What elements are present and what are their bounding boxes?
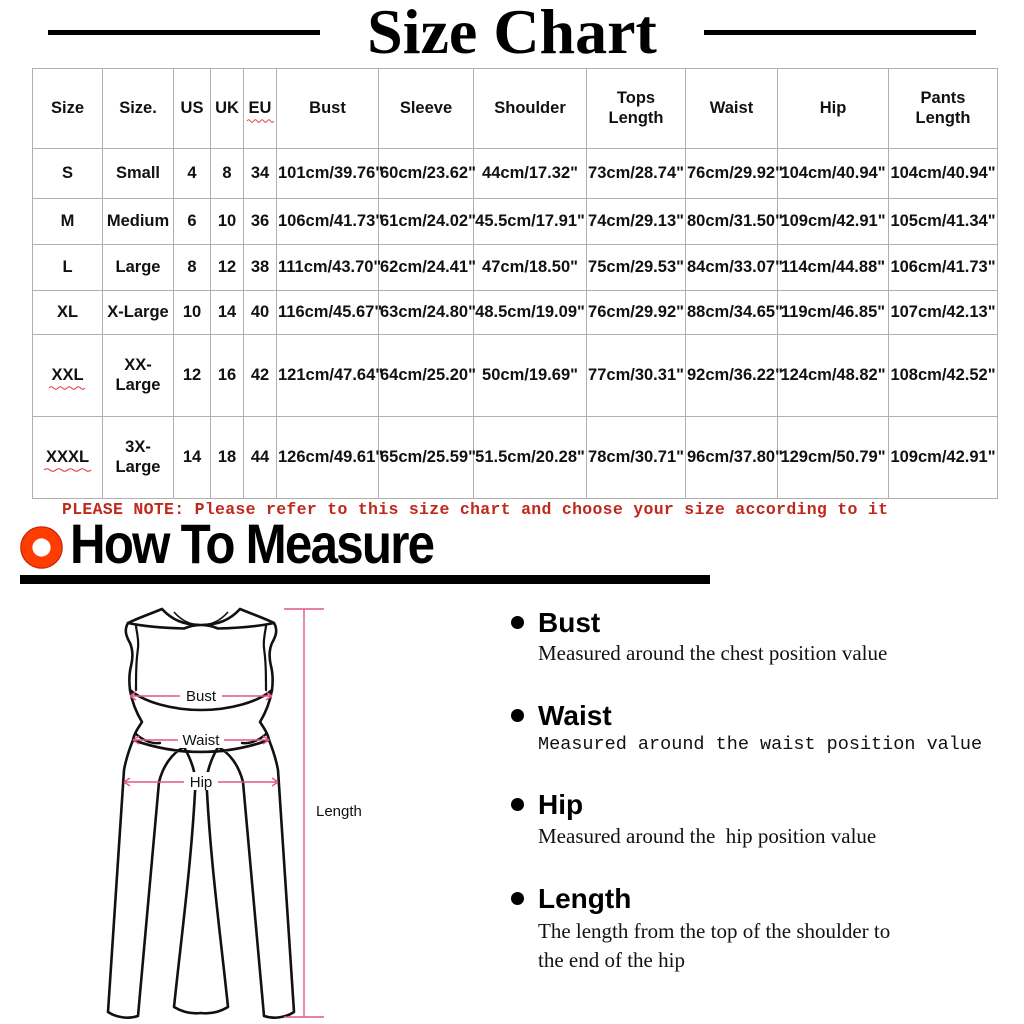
svg-text:Length: Length [316,803,362,820]
svg-text:Hip: Hip [190,774,213,791]
svg-text:Bust: Bust [186,688,217,705]
svg-text:Waist: Waist [183,732,221,749]
